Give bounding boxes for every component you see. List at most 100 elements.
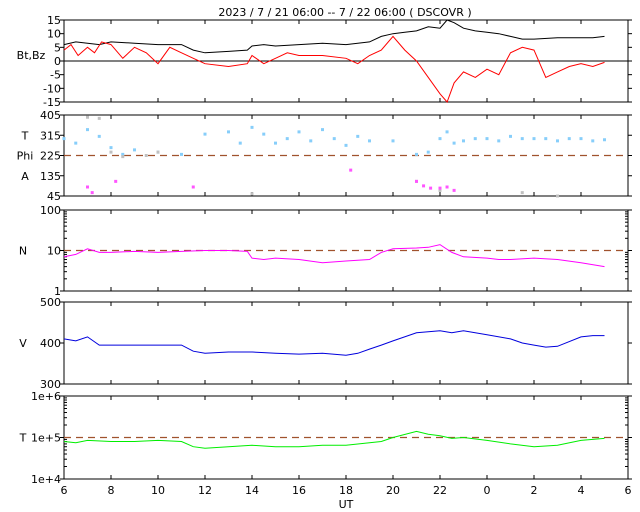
- theta-point: [109, 146, 113, 150]
- theta-point: [567, 137, 571, 141]
- theta-point: [579, 137, 583, 141]
- x-tick-label: 0: [484, 484, 491, 497]
- phi_marker-point: [415, 179, 418, 183]
- x-tick-label: 14: [245, 484, 259, 497]
- phi_marker-point: [191, 185, 195, 189]
- x-tick-label: 2: [531, 484, 538, 497]
- theta-point: [62, 137, 66, 141]
- panel-frame: [63, 301, 629, 385]
- theta-point: [603, 138, 606, 142]
- theta_alt-point: [250, 192, 254, 196]
- panel-speed: 300 400 500 V: [19, 296, 632, 391]
- theta_alt-point: [109, 150, 113, 154]
- theta-point: [238, 141, 242, 145]
- panel-density: 1 10 100 N: [19, 204, 632, 298]
- theta-point: [250, 125, 254, 129]
- phi_marker-point: [422, 184, 426, 188]
- theta-point: [452, 141, 456, 145]
- x-tick-label: 16: [292, 484, 306, 497]
- theta-point: [285, 137, 289, 141]
- theta-point: [203, 132, 207, 136]
- chart-panels: -15-10-5051015Bt,Bz45135225315405TPhiA11…: [17, 14, 632, 486]
- y-tick-label: 10: [47, 28, 61, 41]
- y-tick-label: 45: [47, 190, 61, 203]
- phi_marker-point: [452, 188, 456, 192]
- theta-point: [462, 139, 465, 143]
- theta-point: [438, 137, 442, 141]
- theta_alt-point: [156, 150, 160, 154]
- y-axis-label: N: [19, 245, 27, 258]
- bt-line: [63, 19, 605, 54]
- y-axis-label-part: A: [21, 170, 29, 183]
- theta-point: [321, 128, 324, 132]
- y-tick-label: 135: [40, 170, 61, 183]
- theta-point: [297, 130, 301, 134]
- y-tick-label: 1e+4: [31, 473, 61, 486]
- theta-point: [344, 143, 348, 147]
- theta-point: [544, 137, 548, 141]
- theta_alt-point: [556, 194, 559, 198]
- phi_marker-point: [349, 168, 353, 172]
- panel-temperature: 1e+4 1e+5 1e+6 T: [19, 390, 632, 486]
- y-tick-label: -5: [50, 69, 61, 82]
- y-tick-label: 315: [40, 129, 61, 142]
- theta-point: [426, 150, 430, 154]
- y-tick-label: 1e+6: [31, 390, 61, 403]
- theta-point: [445, 130, 449, 134]
- x-tick-label: 22: [433, 484, 447, 497]
- density-line: [63, 244, 605, 268]
- y-tick-label: 1e+5: [31, 432, 61, 445]
- y-axis-label: T: [19, 432, 27, 445]
- chart-title: 2023 / 7 / 21 06:00 -- 7 / 22 06:00 ( DS…: [218, 6, 471, 19]
- theta-point: [180, 152, 183, 156]
- theta-point: [86, 128, 89, 132]
- theta-point: [274, 141, 277, 145]
- y-axis-label: V: [19, 337, 27, 350]
- theta-point: [509, 134, 512, 138]
- theta-point: [97, 134, 101, 138]
- theta-point: [391, 139, 395, 143]
- x-axis-label: UT: [339, 498, 354, 511]
- x-axis: 6 8 10 12 14 16 18 20 22 0 2 4 6 UT: [61, 484, 632, 511]
- theta-point: [520, 137, 524, 141]
- theta-point: [332, 137, 336, 141]
- y-tick-label: 400: [40, 337, 61, 350]
- y-tick-label: 5: [54, 41, 61, 54]
- theta-point: [262, 132, 266, 136]
- x-tick-label: 6: [61, 484, 68, 497]
- x-tick-label: 8: [108, 484, 115, 497]
- theta-point: [227, 130, 230, 134]
- phi_marker-point: [438, 186, 442, 190]
- theta-point: [497, 139, 501, 143]
- theta-point: [415, 152, 418, 156]
- theta-point: [121, 152, 125, 156]
- y-axis-label-part: Phi: [17, 150, 34, 163]
- theta_alt-point: [520, 191, 524, 195]
- theta-point: [74, 141, 78, 145]
- theta-point: [368, 139, 371, 143]
- y-axis-label-part: T: [21, 129, 29, 142]
- y-tick-label: 1: [54, 285, 61, 298]
- y-tick-label: 100: [40, 204, 61, 217]
- theta_alt-point: [97, 116, 101, 120]
- theta-point: [591, 139, 595, 143]
- x-tick-label: 20: [386, 484, 400, 497]
- y-axis-label: Bt,Bz: [17, 49, 46, 62]
- theta-point: [309, 139, 313, 143]
- y-tick-label: 0: [54, 55, 61, 68]
- x-tick-label: 4: [578, 484, 585, 497]
- theta-point: [485, 137, 489, 141]
- y-tick-label: -15: [43, 96, 61, 109]
- y-tick-label: 15: [47, 14, 61, 27]
- theta-point: [356, 134, 360, 138]
- phi_marker-point: [429, 186, 433, 190]
- phi_marker-point: [445, 185, 449, 189]
- x-tick-label: 10: [151, 484, 165, 497]
- temperature-line: [63, 430, 605, 449]
- x-tick-label: 18: [339, 484, 353, 497]
- x-tick-label: 6: [625, 484, 632, 497]
- speed-line: [63, 330, 605, 356]
- phi_marker-point: [86, 185, 89, 189]
- theta_alt-point: [438, 188, 442, 192]
